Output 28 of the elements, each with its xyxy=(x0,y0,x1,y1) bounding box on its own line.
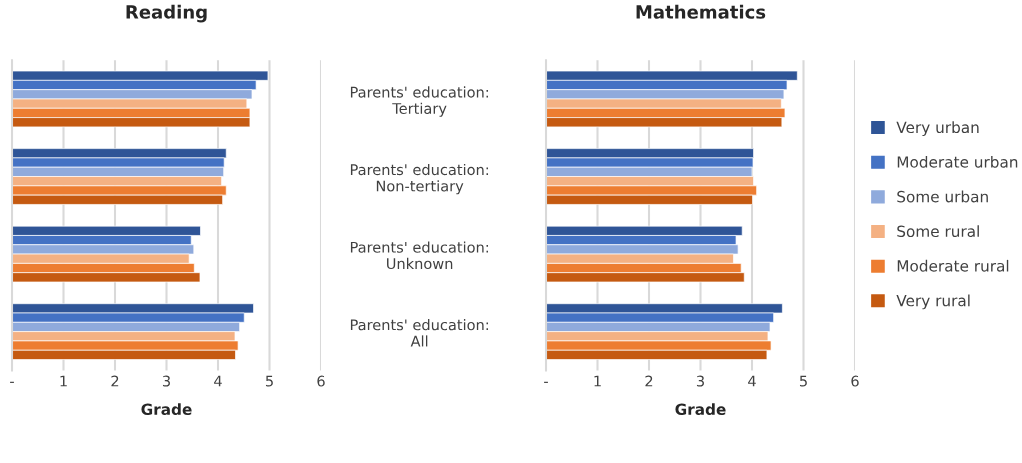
legend-label: Some rural xyxy=(897,225,979,238)
x-tick-label: 2 xyxy=(111,375,119,387)
chart-title: Mathematics xyxy=(636,4,766,19)
chart-title: Reading xyxy=(126,4,207,23)
y-tick-label: Parents' education: Tertiary xyxy=(350,86,489,117)
x-tick-label: - xyxy=(10,381,14,383)
x-tick-label: 3 xyxy=(162,375,170,387)
x-tick-label: 3 xyxy=(696,375,704,387)
y-tick-label: Parents' education: All xyxy=(350,319,489,347)
y-tick-label: Parents' education: Non-tertiary xyxy=(350,163,489,195)
x-tick-label: - xyxy=(544,381,548,383)
y-tick-label: Parents' education: Unknown xyxy=(350,241,489,270)
legend-label: Very rural xyxy=(896,294,970,310)
x-tick-label: 4 xyxy=(214,375,222,387)
legend-label: Very urban xyxy=(896,121,979,137)
x-axis-title: Grade xyxy=(675,403,726,416)
x-tick-label: 1 xyxy=(594,375,601,387)
x-axis-title: Grade xyxy=(141,403,192,416)
legend-label: Moderate rural xyxy=(897,259,1009,272)
x-tick-label: 5 xyxy=(799,375,807,387)
x-tick-label: 1 xyxy=(60,375,67,387)
x-tick-label: 5 xyxy=(265,375,273,387)
x-tick-label: 6 xyxy=(317,375,325,387)
x-tick-label: 2 xyxy=(645,375,653,387)
x-tick-label: 6 xyxy=(851,375,859,387)
legend-label: Some urban xyxy=(897,190,988,203)
x-tick-label: 4 xyxy=(748,375,756,387)
legend-label: Moderate urban xyxy=(897,155,1018,168)
